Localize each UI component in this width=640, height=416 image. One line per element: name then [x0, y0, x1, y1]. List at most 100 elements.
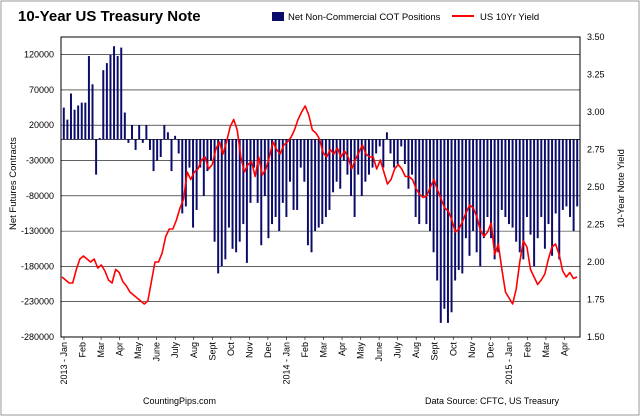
cot-bar — [87, 56, 90, 140]
x-tick-label: Dec — [485, 342, 495, 359]
cot-bar — [317, 139, 320, 228]
chart-title: 10-Year US Treasury Note — [18, 8, 201, 25]
cot-bar — [393, 139, 396, 168]
x-tick-label: May — [356, 342, 366, 360]
cot-bar — [69, 93, 72, 140]
cot-bar — [299, 139, 302, 168]
cot-bar — [138, 125, 141, 140]
cot-bar — [285, 139, 288, 217]
cot-bar — [145, 125, 148, 140]
cot-bar — [217, 139, 220, 274]
cot-bar — [536, 139, 539, 239]
left-tick-label: -80000 — [26, 191, 54, 201]
gridlines — [61, 54, 580, 338]
cot-bar — [131, 125, 133, 140]
footer-source-right: Data Source: CFTC, US Treasury — [425, 396, 560, 406]
cot-bar — [565, 139, 568, 207]
left-tick-label: 70000 — [29, 85, 54, 95]
cot-bar — [432, 139, 435, 253]
yield-line-group — [61, 105, 578, 305]
cot-bar — [80, 102, 83, 140]
cot-bar — [493, 139, 496, 260]
cot-bar — [148, 139, 151, 150]
cot-bars — [62, 46, 579, 323]
cot-bar — [274, 139, 277, 217]
cot-bar — [446, 139, 449, 323]
plot-area — [60, 36, 581, 338]
cot-bar — [429, 139, 431, 232]
cot-bar — [324, 139, 327, 217]
right-tick-label: 3.25 — [587, 70, 605, 80]
cot-bar — [77, 105, 80, 140]
legend-label-cot: Net Non-Commercial COT Positions — [288, 12, 441, 23]
cot-bar — [141, 139, 144, 143]
cot-bar — [235, 139, 238, 253]
cot-bar — [547, 139, 550, 225]
x-tick-label: 2014 - Jan — [281, 342, 291, 385]
cot-bar — [508, 139, 510, 225]
left-axis-ticks: 120000 70000 20000 -30000 -80000 -130000 -1800… — [21, 50, 54, 342]
right-tick-label: 3.50 — [587, 32, 605, 42]
cot-bar — [242, 139, 245, 225]
cot-bar — [421, 139, 424, 196]
cot-bar — [227, 139, 230, 228]
cot-bar — [91, 84, 94, 140]
cot-bar — [378, 139, 381, 147]
cot-bar — [163, 125, 166, 140]
cot-bar — [540, 139, 543, 217]
cot-bar — [152, 139, 155, 172]
cot-bar — [306, 139, 309, 246]
cot-bar — [253, 139, 256, 168]
cot-bar — [482, 139, 485, 239]
cot-bar — [231, 139, 234, 249]
cot-bar — [102, 70, 105, 140]
cot-bar — [504, 139, 507, 217]
cot-bar — [73, 109, 76, 140]
cot-bar — [177, 139, 180, 154]
cot-bar — [181, 139, 184, 214]
cot-bar — [342, 139, 345, 161]
cot-bar — [192, 139, 195, 228]
cot-bar — [522, 139, 525, 260]
cot-bar — [457, 139, 460, 270]
cot-bar — [414, 139, 417, 217]
cot-bar — [321, 139, 324, 225]
cot-bar — [518, 139, 521, 253]
x-tick-label: Apr — [559, 342, 569, 356]
cot-bar — [364, 139, 367, 182]
cot-bar — [62, 107, 65, 140]
cot-bar — [303, 139, 306, 182]
x-tick-label: Sept — [430, 342, 440, 361]
cot-bar — [256, 139, 259, 203]
cot-bar — [400, 139, 403, 147]
cot-bar — [558, 139, 561, 260]
cot-bar — [310, 139, 313, 253]
x-tick-label: July — [393, 342, 403, 359]
cot-bar — [267, 139, 270, 239]
x-axis-ticks: 2013 - Jan Feb Mar Apr May June July Aug Sept Oct… — [59, 337, 569, 385]
cot-bar — [184, 139, 187, 207]
cot-bar — [529, 139, 532, 235]
x-tick-label: Mar — [96, 342, 106, 358]
cot-bar — [84, 102, 87, 140]
x-tick-label: Aug — [411, 342, 421, 358]
cot-bar — [461, 139, 464, 274]
cot-bar — [551, 139, 554, 256]
cot-bar — [134, 139, 137, 150]
x-tick-label: May — [133, 342, 143, 360]
x-tick-label: Feb — [78, 342, 88, 358]
cot-bar — [206, 139, 209, 172]
cot-bar — [418, 139, 421, 225]
cot-bar — [439, 139, 442, 323]
x-tick-label: 2013 - Jan — [59, 342, 69, 385]
cot-bar — [403, 139, 406, 165]
cot-bar — [375, 139, 378, 154]
left-tick-label: -30000 — [26, 156, 54, 166]
x-tick-label: Feb — [522, 342, 532, 358]
cot-bar — [353, 139, 356, 217]
cot-bar — [572, 139, 575, 232]
cot-bar — [515, 139, 518, 242]
cot-bar — [396, 139, 399, 165]
right-tick-label: 2.50 — [587, 182, 605, 192]
